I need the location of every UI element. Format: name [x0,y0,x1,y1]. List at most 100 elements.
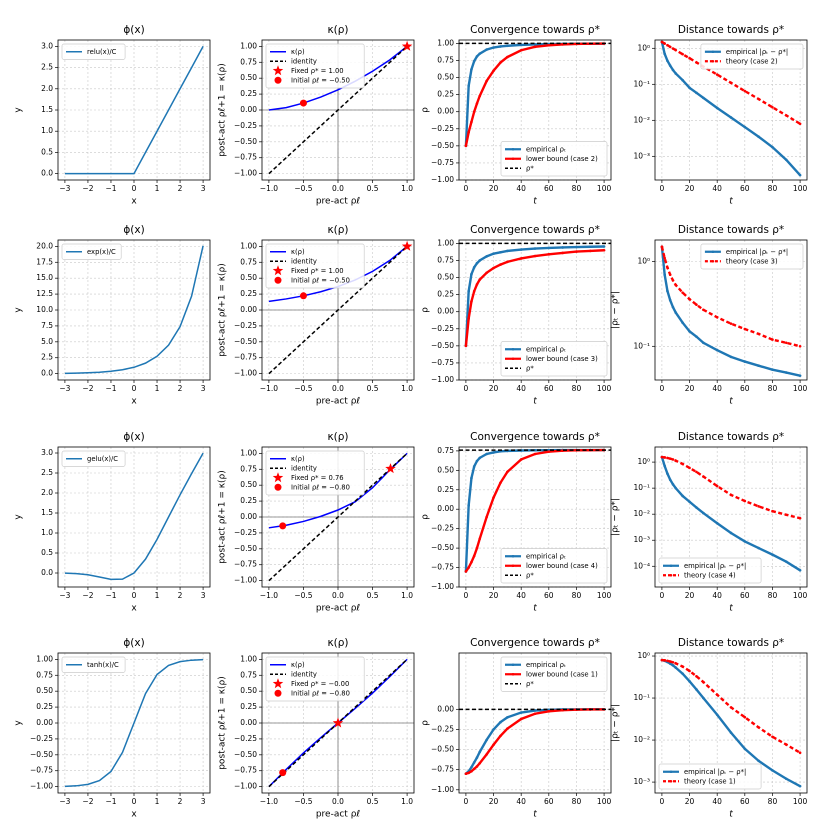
x-tick-label: 3 [201,591,206,600]
point [729,706,733,709]
y-tick-label: 0.5 [41,548,53,557]
x-tick-label: −0.5 [294,184,312,193]
point [519,717,523,721]
legend-label: lower bound (case 4) [526,562,598,570]
point [475,765,479,768]
legend-label: κ(ρ) [291,455,305,463]
axes-frame [654,239,808,381]
y-tick-label: 0.75 [240,57,257,66]
y-tick-label: 10⁻² [633,735,650,744]
y-tick-label: 1.00 [437,238,454,247]
subplot: ϕ(x) −3 −2 −1 0 1 2 3 −1.00 −0.75 −0.50 −0.25 0.00 0.… [14,637,211,820]
point [475,283,479,286]
point [757,364,760,368]
point [478,537,482,541]
subplot: Distance towards ρ* 0 20 40 60 80 100 10⁻⁴ 10⁻³ 1… [611,431,808,614]
axes-frame [458,652,612,794]
point [681,494,684,498]
y-tick-label: 10⁻³ [633,151,650,160]
legend-label: Fixed ρ* = 1.00 [291,67,344,75]
point [702,475,705,478]
point [695,335,698,338]
point [547,710,551,713]
legend-swatch [711,250,715,254]
x-tick-label: 60 [740,384,750,393]
subplot: κ(ρ) −1.0 −0.5 0.0 0.5 1.0 −1.00 −0.75 −0.50 −0.2… [218,431,415,614]
legend-label: empirical ρₜ [526,661,566,669]
legend-box [61,450,126,467]
legend-label: Fixed ρ* = −0.00 [291,680,349,688]
legend-label: lower bound (case 3) [526,355,598,363]
x-tick-label: 20 [685,184,695,193]
subplot: κ(ρ) −1.0 −0.5 0.0 0.5 1.0 −1.00 −0.75 −0.50 −0.2… [218,637,415,820]
y-tick-label: 2.5 [41,353,53,362]
point [771,145,774,149]
x-tick-label: 40 [712,591,722,600]
y-tick-label: 0.50 [437,465,454,474]
legend: empirical ρₜ lower bound (case 3)ρ* [500,341,608,377]
axes-frame [57,39,211,181]
y-tick-label: 7.5 [41,321,53,330]
point [729,493,733,497]
legend-box [658,763,762,790]
point [561,246,564,249]
point [674,459,678,462]
legend-label: exp(x)/C [87,248,116,256]
y-tick-label: 2.5 [41,63,53,72]
point [485,738,488,742]
point [470,272,473,276]
y-tick-label: 0.25 [240,289,257,298]
legend-swatch [272,678,284,689]
point [478,52,482,55]
legend: gelu(x)/C [61,450,126,467]
point [467,289,470,293]
y-tick-label: −0.50 [431,745,454,754]
point [470,68,473,71]
legend-label: empirical ρₜ [526,345,566,353]
legend-box [700,243,804,270]
y-tick-label: 10.0 [36,305,53,314]
point [401,40,413,51]
point [681,291,684,294]
legend-swatch [669,564,673,568]
y-tick-label: 0.0 [41,568,53,577]
y-tick-label: 3.0 [41,448,53,457]
x-tick-label: 0 [660,797,665,806]
y-tick-label: 2.5 [41,468,53,477]
x-tick-label: 20 [685,384,695,393]
point [715,693,719,697]
point [519,43,523,47]
axes-frame [458,446,612,588]
x-tick-label: 80 [572,384,582,393]
y-tick-label: 0.00 [437,504,454,513]
point [485,753,488,756]
legend: empirical ρₜ lower bound (case 4)ρ* [500,548,608,584]
y-axis-label: y [14,514,24,520]
legend-label: lower bound (case 2) [526,155,598,163]
x-tick-label: 20 [489,591,499,600]
legend-swatch [511,357,515,361]
axes-frame [261,446,415,588]
legend: empirical |ρₜ − ρ*|theory (case 3) [700,243,804,270]
point [588,245,592,249]
x-tick-label: 0 [660,591,665,600]
legend-label: empirical |ρₜ − ρ*| [684,562,746,570]
legend-box [61,656,126,673]
legend-label: κ(ρ) [291,661,305,669]
axes-frame [261,239,415,381]
legend-box [500,548,608,584]
x-tick-label: 0 [464,797,469,806]
point [506,716,509,719]
y-tick-label: 1.0 [41,528,53,537]
y-tick-label: 0.75 [240,670,257,679]
point [575,250,578,253]
y-tick-label: 10⁻⁴ [633,561,650,570]
point [666,289,669,293]
point [695,61,698,64]
subplot-title: Convergence towards ρ* [470,224,600,236]
y-tick-label: 0.25 [437,485,454,494]
x-tick-label: 40 [516,184,526,193]
point [472,554,476,558]
